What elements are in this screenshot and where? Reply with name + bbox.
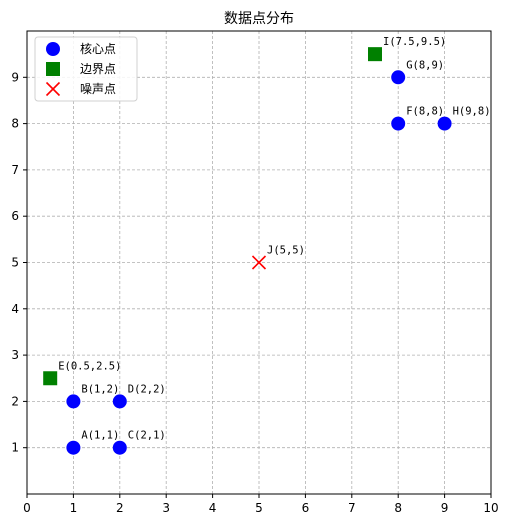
x-tick-label: 0 [23,501,31,515]
y-tick-label: 3 [11,348,19,362]
data-point [112,394,127,409]
x-tick-label: 2 [116,501,124,515]
point-label: D(2,2) [128,383,166,395]
point-label: H(9,8) [453,106,491,118]
y-tick-label: 1 [11,441,19,455]
point-labels: A(1,1) B(1,2) C(2,1) D(2,2) F(8,8) G(8,9) H(9,… [58,36,490,442]
point-label: E(0.5,2.5) [58,360,121,372]
legend-marker [46,42,60,56]
x-tick-label: 8 [394,501,402,515]
legend-label: 噪声点 [80,82,116,96]
legend-label: 核心点 [80,42,116,56]
x-stroke [251,255,267,270]
data-point [437,116,452,131]
legend-box [34,36,138,102]
data-point [391,70,406,85]
chart-title: 数据点分布 [224,11,294,27]
data-point [66,440,81,455]
x-stroke [45,81,61,97]
x-tick-label: 3 [162,501,170,515]
data-point [251,255,267,270]
point-label: G(8,9) [406,59,444,71]
point-label: F(8,8) [406,106,444,118]
legend-marker [46,62,60,76]
y-tick-label: 7 [11,163,19,177]
data-point [391,116,406,131]
y-tick-label: 4 [11,302,19,316]
y-tick-label: 2 [11,394,19,408]
legend-label: 边界点 [80,62,116,76]
y-tick-label: 9 [11,70,19,84]
y-tick-label: 6 [11,209,19,223]
x-tick-label: 9 [441,501,449,515]
x-tick-label: 7 [348,501,356,515]
data-point [66,394,81,409]
data-point [368,47,382,62]
legend-marker [45,81,61,97]
point-label: C(2,1) [128,430,166,442]
data-points [43,47,452,455]
x-tick-label: 10 [483,501,498,515]
x-tick-label: 4 [209,501,217,515]
point-label: J(5,5) [267,245,305,257]
x-tick-label: 6 [302,501,310,515]
x-tick-label: 1 [70,501,78,515]
point-label: I(7.5,9.5) [383,36,446,48]
y-tick-label: 8 [11,117,19,131]
x-tick-label: 5 [255,501,263,515]
data-point [43,371,58,386]
plot-frame [26,30,492,495]
y-tick-label: 5 [11,256,19,270]
axis-ticks: 0 1 2 3 4 5 6 7 8 9 10 1 2 3 4 5 6 7 8 9 [11,70,498,515]
point-label: B(1,2) [81,383,119,395]
data-point [112,440,127,455]
point-label: A(1,1) [81,430,119,442]
